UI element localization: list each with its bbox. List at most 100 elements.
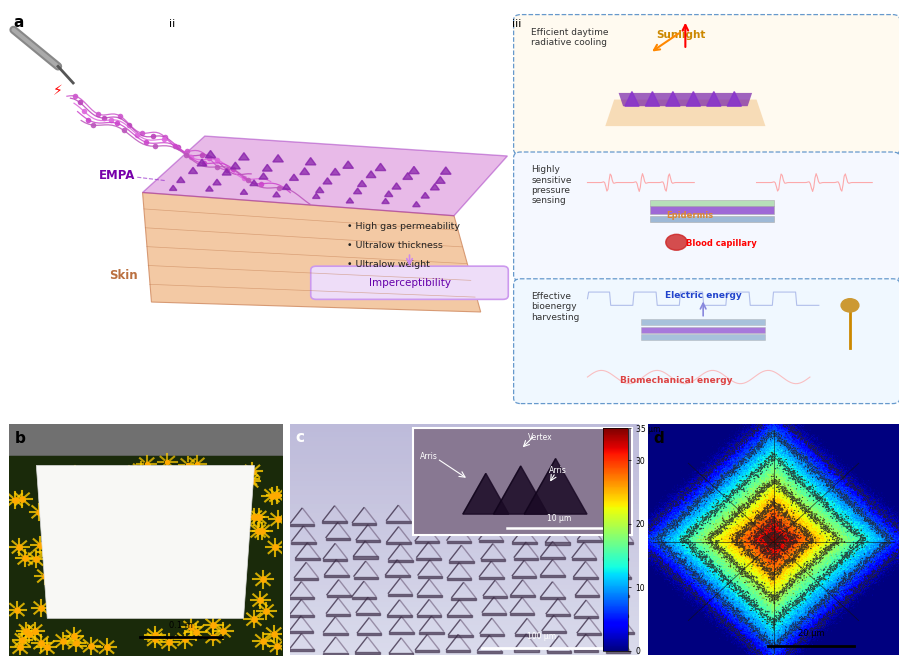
Polygon shape — [418, 506, 430, 522]
Polygon shape — [494, 466, 548, 514]
Polygon shape — [512, 576, 537, 578]
Circle shape — [666, 234, 687, 250]
Polygon shape — [427, 526, 439, 542]
FancyBboxPatch shape — [514, 279, 900, 404]
Polygon shape — [514, 649, 538, 651]
Polygon shape — [540, 542, 553, 557]
Polygon shape — [447, 563, 459, 578]
Polygon shape — [419, 616, 431, 632]
Polygon shape — [604, 600, 617, 615]
Polygon shape — [388, 616, 411, 618]
FancyBboxPatch shape — [514, 15, 900, 155]
Polygon shape — [449, 545, 461, 561]
Polygon shape — [326, 598, 338, 614]
Polygon shape — [540, 582, 553, 597]
Polygon shape — [322, 506, 335, 521]
Text: ii: ii — [169, 19, 175, 28]
Polygon shape — [289, 615, 313, 617]
Polygon shape — [301, 600, 313, 615]
Polygon shape — [415, 650, 439, 652]
Polygon shape — [336, 637, 348, 653]
Polygon shape — [290, 649, 314, 651]
Polygon shape — [36, 465, 254, 618]
Polygon shape — [399, 526, 410, 542]
Polygon shape — [510, 597, 522, 613]
Polygon shape — [335, 506, 347, 521]
Polygon shape — [618, 93, 752, 106]
Polygon shape — [357, 634, 381, 636]
Polygon shape — [326, 614, 350, 616]
Polygon shape — [525, 527, 537, 542]
Polygon shape — [301, 616, 313, 632]
Polygon shape — [375, 164, 386, 171]
Polygon shape — [607, 561, 618, 577]
Polygon shape — [541, 615, 554, 631]
Polygon shape — [609, 616, 621, 632]
Polygon shape — [366, 171, 376, 177]
Polygon shape — [577, 522, 602, 524]
Polygon shape — [447, 525, 459, 541]
Polygon shape — [291, 526, 303, 542]
Polygon shape — [222, 169, 232, 175]
Polygon shape — [272, 192, 281, 197]
Polygon shape — [418, 575, 442, 578]
Polygon shape — [366, 561, 378, 577]
Polygon shape — [419, 632, 444, 634]
Polygon shape — [389, 638, 401, 653]
Polygon shape — [449, 635, 472, 637]
Polygon shape — [300, 167, 310, 175]
Polygon shape — [289, 597, 313, 599]
Polygon shape — [368, 524, 380, 540]
Text: 20 μm: 20 μm — [798, 629, 824, 638]
Polygon shape — [231, 162, 241, 169]
Polygon shape — [388, 600, 400, 616]
Polygon shape — [479, 540, 503, 542]
Polygon shape — [295, 543, 308, 558]
Polygon shape — [327, 580, 339, 595]
Polygon shape — [370, 618, 381, 634]
Polygon shape — [545, 527, 558, 542]
Polygon shape — [553, 559, 565, 575]
Polygon shape — [479, 524, 491, 540]
Polygon shape — [586, 561, 597, 577]
Polygon shape — [399, 505, 410, 521]
Polygon shape — [625, 91, 639, 106]
Text: Skin: Skin — [110, 269, 138, 282]
Polygon shape — [553, 542, 565, 557]
Polygon shape — [540, 557, 565, 559]
Polygon shape — [650, 216, 775, 222]
Polygon shape — [323, 632, 348, 635]
Polygon shape — [587, 580, 599, 595]
Polygon shape — [368, 637, 380, 652]
Polygon shape — [577, 540, 602, 542]
Polygon shape — [213, 179, 222, 185]
Polygon shape — [491, 561, 504, 577]
Polygon shape — [574, 616, 598, 618]
Polygon shape — [387, 542, 410, 544]
Polygon shape — [621, 616, 634, 632]
Polygon shape — [606, 635, 617, 651]
Polygon shape — [259, 173, 268, 179]
Text: iii: iii — [512, 19, 521, 28]
Polygon shape — [386, 505, 399, 521]
Polygon shape — [607, 577, 631, 579]
Text: Arris: Arris — [419, 451, 438, 461]
Text: ⚡: ⚡ — [54, 85, 63, 99]
Polygon shape — [289, 600, 301, 615]
Polygon shape — [617, 600, 628, 615]
Polygon shape — [418, 560, 429, 575]
Polygon shape — [609, 632, 634, 634]
Polygon shape — [385, 575, 410, 577]
Polygon shape — [553, 582, 565, 597]
Text: Blood capillary: Blood capillary — [686, 238, 756, 248]
Text: EMPA: EMPA — [99, 169, 135, 183]
Text: Epidermis: Epidermis — [666, 211, 714, 220]
Polygon shape — [577, 618, 589, 633]
Text: 0.1 m: 0.1 m — [169, 621, 192, 630]
Polygon shape — [356, 597, 368, 613]
Polygon shape — [289, 632, 313, 634]
Polygon shape — [294, 562, 306, 578]
Polygon shape — [607, 520, 632, 522]
Polygon shape — [447, 541, 471, 543]
Bar — [412, 428, 632, 535]
